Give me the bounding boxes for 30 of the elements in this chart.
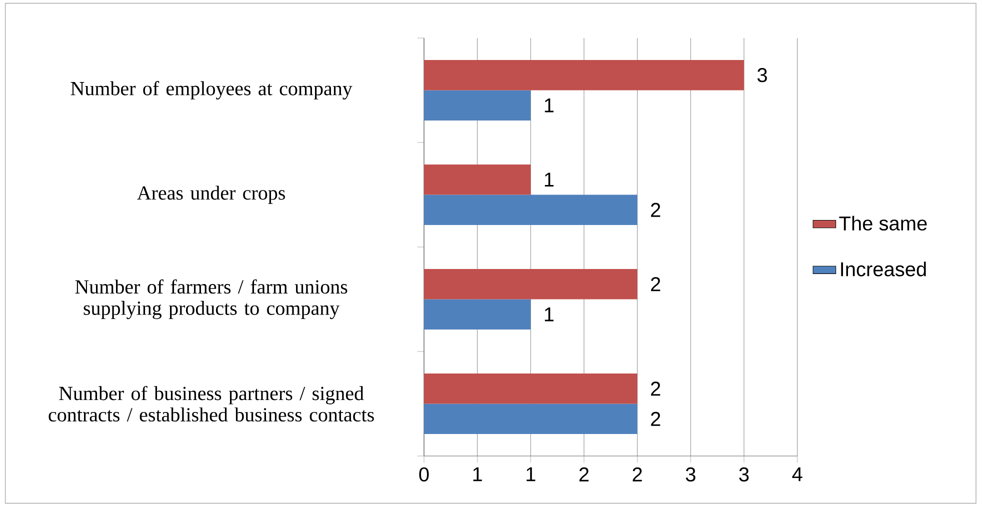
data-label: 1 bbox=[544, 308, 554, 322]
bar bbox=[424, 299, 531, 330]
y-tick-label: Number of business partners / signed contracts / established business contacts bbox=[48, 386, 374, 422]
data-label: 2 bbox=[651, 382, 660, 396]
x-tick-label: 3 bbox=[686, 467, 696, 482]
y-tick-label: Areas under crops bbox=[137, 186, 285, 204]
x-tick-label: 2 bbox=[632, 467, 642, 482]
y-tick-label: Number of farmers / farm unions supplying products to company bbox=[75, 279, 348, 320]
x-tick-label: 1 bbox=[526, 467, 536, 482]
data-label: 3 bbox=[757, 68, 767, 82]
x-tick-label: 1 bbox=[473, 467, 482, 482]
data-label: 2 bbox=[651, 202, 660, 217]
bar bbox=[424, 404, 638, 434]
x-tick-label: 2 bbox=[579, 467, 589, 482]
bar bbox=[424, 373, 638, 404]
bar bbox=[424, 90, 531, 121]
x-tick-label: 3 bbox=[739, 467, 749, 482]
x-tick-label: 4 bbox=[792, 467, 802, 482]
data-label: 1 bbox=[544, 98, 554, 112]
x-tick-label: 0 bbox=[419, 467, 429, 482]
data-label: 1 bbox=[544, 172, 554, 186]
bar bbox=[424, 164, 531, 195]
data-label: 2 bbox=[651, 277, 660, 292]
legend-label: Increased bbox=[841, 262, 926, 276]
data-label: 2 bbox=[651, 412, 660, 426]
legend-label: The same bbox=[839, 216, 927, 231]
bar bbox=[424, 60, 744, 90]
bar bbox=[424, 194, 638, 226]
y-tick-label: Number of employees at company bbox=[70, 81, 352, 100]
bar bbox=[424, 268, 638, 300]
